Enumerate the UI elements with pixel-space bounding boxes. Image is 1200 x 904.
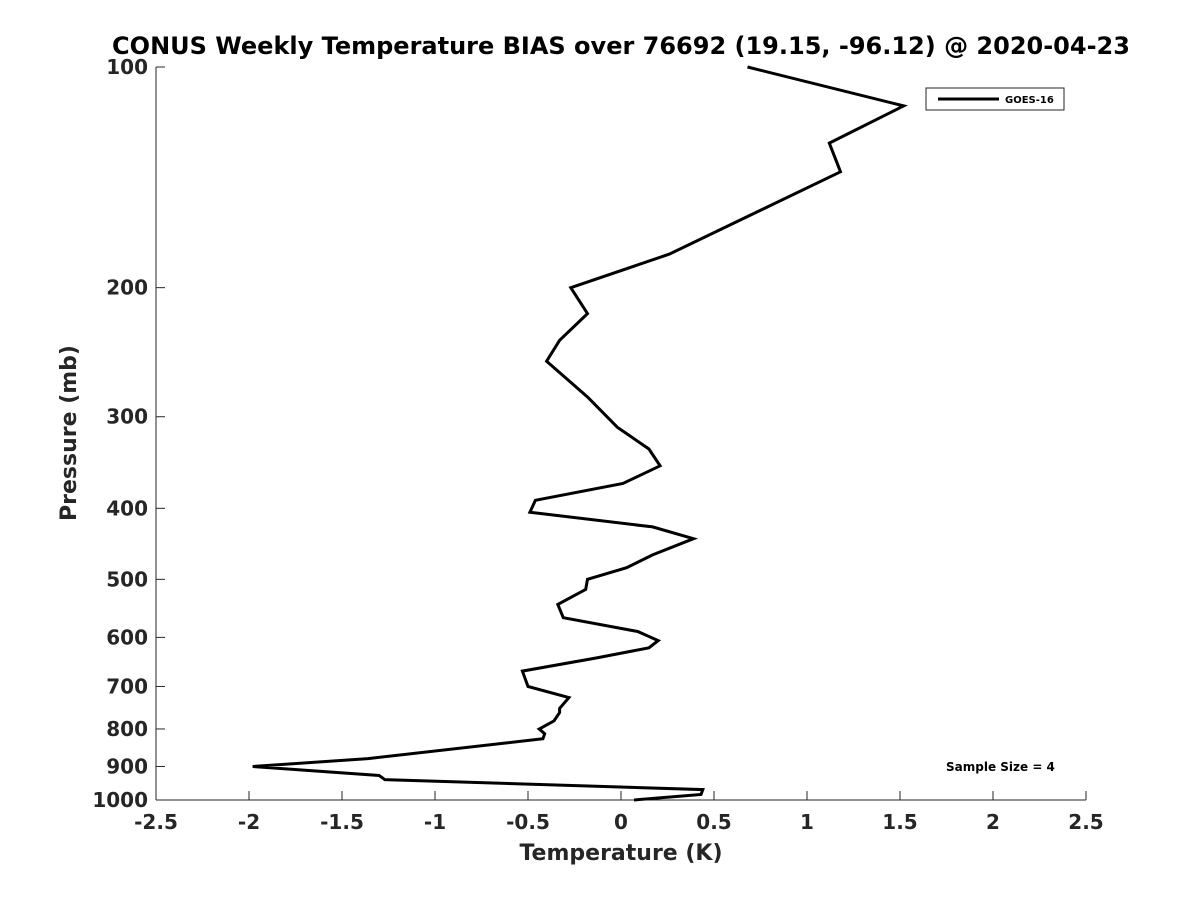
y-tick-label: 1000 <box>92 788 148 812</box>
x-tick-label: 2.5 <box>1068 810 1103 834</box>
y-tick-label: 300 <box>106 405 148 429</box>
x-tick-label: -1.5 <box>320 810 364 834</box>
y-tick-label: 600 <box>106 625 148 649</box>
y-tick-label: 800 <box>106 717 148 741</box>
x-tick-label: -0.5 <box>506 810 550 834</box>
x-tick-label: 0.5 <box>696 810 731 834</box>
x-ticks: -2.5 -2 -1.5 -1 -0.5 0 0.5 1 1.5 2 2.5 <box>134 791 1104 834</box>
y-tick-label: 700 <box>106 674 148 698</box>
x-axis-label: Temperature (K) <box>519 841 722 866</box>
y-axis-label: Pressure (mb) <box>57 345 82 521</box>
y-tick-label: 500 <box>106 567 148 591</box>
y-tick-label: 100 <box>106 55 148 79</box>
x-tick-label: -1 <box>424 810 446 834</box>
series-line-goes-16 <box>252 65 909 802</box>
x-tick-label: 0 <box>614 810 628 834</box>
legend: GOES-16 <box>925 87 1065 111</box>
y-ticks: 100 200 300 400 500 600 700 800 900 1000 <box>92 55 165 812</box>
x-tick-label: -2 <box>238 810 260 834</box>
x-tick-label: 1 <box>800 810 814 834</box>
legend-label-goes-16: GOES-16 <box>1005 95 1054 106</box>
y-tick-label: 900 <box>106 754 148 778</box>
sample-size-annotation: Sample Size = 4 <box>946 760 1055 774</box>
y-tick-label: 200 <box>106 276 148 300</box>
x-tick-label: 1.5 <box>882 810 917 834</box>
chart-title: CONUS Weekly Temperature BIAS over 76692… <box>112 32 1130 60</box>
y-tick-label: 400 <box>106 496 148 520</box>
x-tick-label: 2 <box>986 810 1000 834</box>
x-tick-label: -2.5 <box>134 810 178 834</box>
series-layer <box>252 65 909 802</box>
